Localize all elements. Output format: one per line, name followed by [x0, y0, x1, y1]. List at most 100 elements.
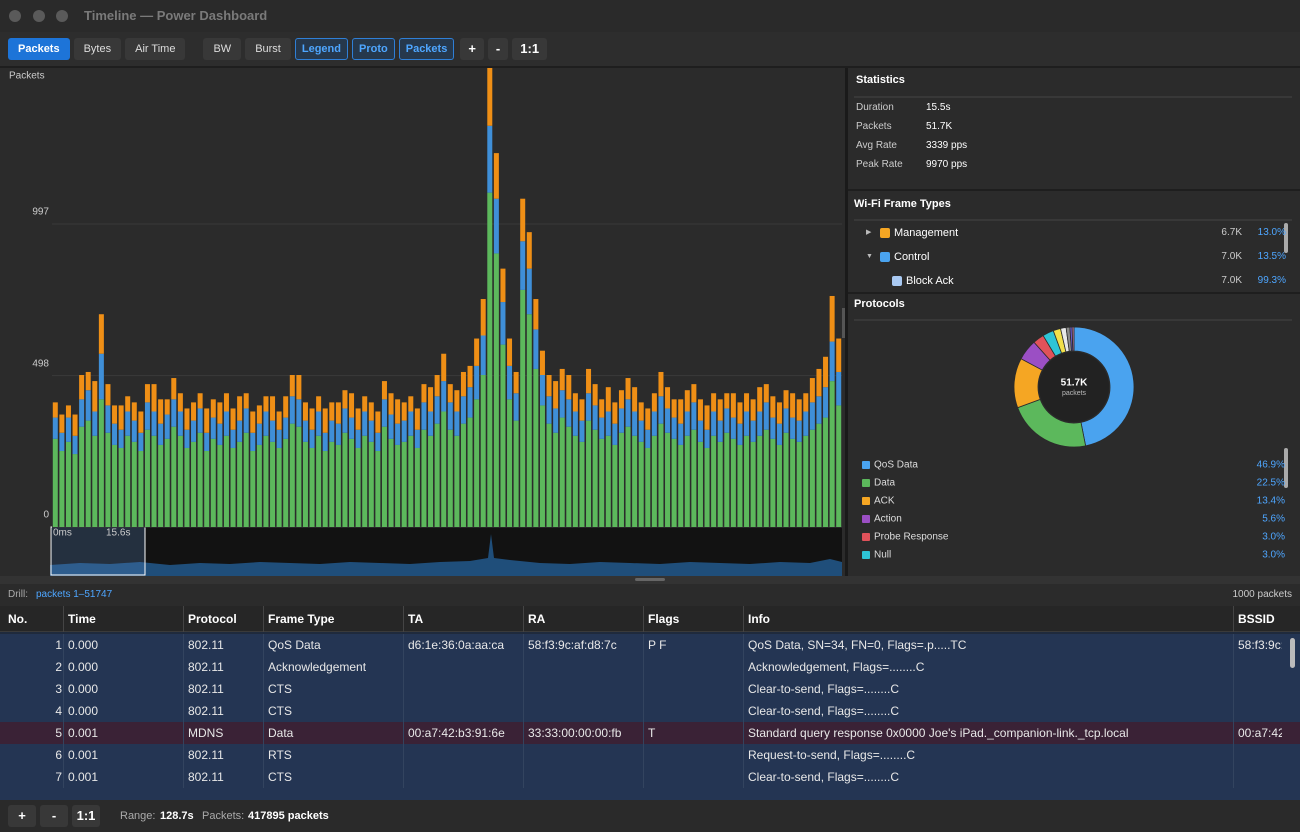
bar-segment: [263, 396, 269, 412]
bar-segment: [474, 365, 480, 400]
tree-toggle[interactable]: ▶: [866, 229, 872, 236]
bar-segment: [829, 341, 835, 382]
bar-segment: [539, 375, 545, 406]
bar-segment: [401, 402, 407, 421]
bar-segment: [112, 405, 118, 424]
range-value: 128.7s: [160, 810, 194, 822]
bar-segment: [546, 375, 552, 397]
toolbar-button[interactable]: Proto: [352, 38, 395, 60]
bar-segment: [408, 435, 414, 527]
bar-segment: [434, 423, 440, 527]
bar-segment: [362, 435, 368, 527]
toolbar-button[interactable]: Packets: [398, 38, 455, 60]
toolbar-button[interactable]: BW: [203, 38, 242, 60]
zoom-button[interactable]: +: [8, 805, 36, 827]
toolbar-button[interactable]: 1:1: [512, 38, 548, 60]
table-cell: Standard query response 0x0000 Joe's iPa…: [748, 726, 1129, 740]
column-header[interactable]: Flags: [648, 612, 680, 626]
bar-segment: [790, 438, 796, 527]
toolbar-button[interactable]: Burst: [245, 38, 291, 60]
frame-type-swatch: [880, 252, 890, 262]
overview-selection[interactable]: [50, 526, 146, 576]
table-row[interactable]: 3 0.000 802.11 CTS Clear-to-send, Flags=....…: [0, 678, 1300, 700]
zoom-button[interactable]: -: [40, 805, 68, 827]
bar-segment: [691, 384, 697, 403]
minimize-button[interactable]: [33, 10, 45, 22]
bar-segment: [744, 393, 750, 412]
column-header[interactable]: RA: [528, 612, 546, 626]
bar-segment: [447, 384, 453, 403]
overview-end-label: 15.6s: [106, 528, 130, 539]
table-cell: CTS: [268, 704, 292, 718]
close-button[interactable]: [9, 10, 21, 22]
bar-segment: [684, 390, 690, 412]
bar-segment: [296, 375, 302, 400]
table-cell: MDNS: [188, 726, 224, 740]
bar-segment: [717, 441, 723, 527]
cell-separator: [1233, 656, 1234, 678]
cell-separator: [183, 656, 184, 678]
tree-toggle[interactable]: ▼: [866, 253, 873, 260]
zoom-button[interactable]: [56, 10, 68, 22]
bar-segment: [414, 408, 420, 430]
column-header[interactable]: TA: [408, 612, 424, 626]
toolbar-button[interactable]: Legend: [294, 38, 348, 60]
bar-segment: [223, 435, 229, 527]
bar-segment: [375, 411, 381, 433]
bar-segment: [711, 435, 717, 527]
toolbar-button[interactable]: Packets: [8, 38, 70, 60]
table-row[interactable]: 6 0.001 802.11 RTS Request-to-send, Flags=..…: [0, 744, 1300, 766]
zoom-button[interactable]: 1:1: [72, 805, 100, 827]
drill-range[interactable]: packets 1–51747: [36, 589, 113, 600]
table-row[interactable]: 1 0.000 802.11 QoS Data d6:1e:36:0a:aa:ca 58:…: [0, 634, 1300, 656]
table-row[interactable]: 2 0.000 802.11 Acknowledgement Acknowledgeme…: [0, 656, 1300, 678]
bar-segment: [368, 402, 374, 421]
bar-segment: [711, 393, 717, 412]
vertical-scrollbar[interactable]: [1290, 638, 1295, 668]
donut-slice[interactable]: [1073, 326, 1135, 447]
cell-separator: [63, 722, 64, 744]
bar-segment: [217, 423, 223, 445]
frame-type-label[interactable]: Block Ack: [906, 275, 954, 287]
bar-segment: [243, 408, 249, 433]
bar-segment: [717, 420, 723, 442]
scrollbar[interactable]: [1284, 448, 1288, 488]
toolbar-button[interactable]: Bytes: [73, 38, 122, 60]
column-header[interactable]: Protocol: [188, 612, 237, 626]
frame-type-label[interactable]: Management: [894, 227, 959, 239]
vertical-scroll-handle[interactable]: [842, 308, 845, 338]
bar-segment: [763, 384, 769, 403]
frame-type-label[interactable]: Control: [894, 251, 930, 263]
table-cell: QoS Data: [268, 638, 321, 652]
bar-segment: [375, 432, 381, 452]
splitter[interactable]: [0, 576, 1300, 584]
bar-segment: [592, 384, 598, 406]
toolbar-button[interactable]: Air Time: [125, 38, 186, 60]
toolbar-button[interactable]: +: [460, 38, 484, 60]
bar-segment: [316, 396, 322, 412]
legend-value: 13.4%: [1257, 496, 1285, 507]
column-header[interactable]: Info: [748, 612, 770, 626]
bar-segment: [790, 393, 796, 418]
bar-segment: [112, 444, 118, 527]
toolbar-button[interactable]: -: [487, 38, 509, 60]
table-row[interactable]: 5 0.001 MDNS Data 00:a7:42:b3:91:6e 33:33:00:…: [0, 722, 1300, 744]
table-row[interactable]: 7 0.001 802.11 CTS Clear-to-send, Flags=....…: [0, 766, 1300, 788]
stat-label: Duration: [856, 102, 894, 113]
column-header[interactable]: No.: [8, 612, 28, 626]
bar-segment: [586, 420, 592, 527]
bar-segment: [138, 451, 144, 527]
column-header[interactable]: BSSID: [1238, 612, 1275, 626]
column-header[interactable]: Time: [68, 612, 96, 626]
splitter-handle[interactable]: [635, 578, 665, 581]
cell-separator: [403, 766, 404, 788]
donut-slice[interactable]: [1071, 326, 1075, 352]
bar-segment: [500, 344, 506, 527]
bar-segment: [770, 396, 776, 418]
column-header[interactable]: Frame Type: [268, 612, 335, 626]
table-row[interactable]: 4 0.000 802.11 CTS Clear-to-send, Flags=....…: [0, 700, 1300, 722]
table-cell: 58:f3:9c:af:d8:7c: [528, 638, 617, 652]
scrollbar[interactable]: [1284, 223, 1288, 253]
bar-segment: [105, 384, 111, 406]
column-separator: [63, 606, 64, 632]
